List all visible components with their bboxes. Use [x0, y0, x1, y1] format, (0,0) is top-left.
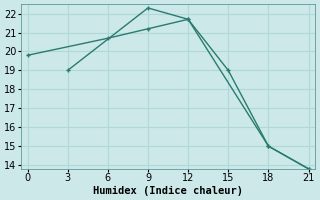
X-axis label: Humidex (Indice chaleur): Humidex (Indice chaleur) — [93, 186, 243, 196]
